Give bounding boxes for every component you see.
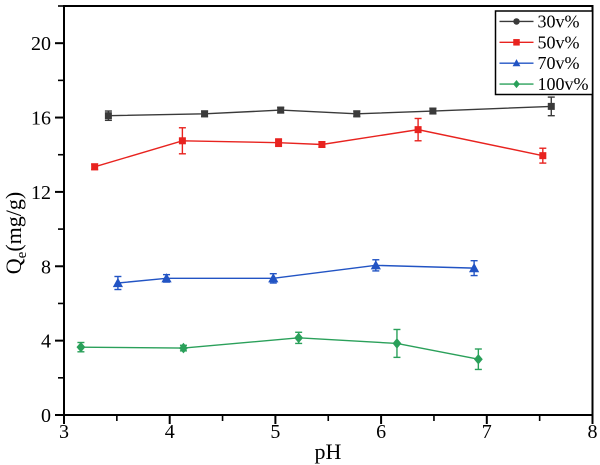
- data-point-marker: [429, 107, 437, 115]
- y-axis-label: Qe(mg/g): [1, 192, 30, 274]
- y-axis-label-rest: (mg/g): [1, 192, 26, 252]
- data-point-marker: [268, 273, 279, 283]
- data-point-marker: [318, 141, 326, 149]
- series-line: [117, 264, 475, 284]
- y-axis-label-sub: e: [14, 251, 30, 258]
- data-point-marker: [76, 341, 86, 353]
- x-tick-label: 5: [270, 421, 280, 443]
- data-point-marker: [469, 262, 480, 273]
- series-100v: [76, 328, 483, 371]
- data-point-marker: [91, 163, 99, 171]
- data-point-marker: [370, 260, 381, 270]
- series-50v: [91, 117, 547, 171]
- plot-border: [63, 5, 594, 416]
- data-point-marker: [104, 112, 112, 120]
- series-30v: [104, 96, 555, 122]
- y-tick-label: 12: [31, 182, 51, 204]
- y-axis-label-base: Q: [1, 258, 26, 274]
- x-tick-label: 6: [376, 421, 386, 443]
- legend-item: 100v%: [499, 74, 589, 94]
- x-tick-label: 8: [588, 421, 598, 443]
- data-point-marker: [547, 102, 555, 110]
- legend-item-label: 30v%: [538, 11, 580, 31]
- x-tick-label: 3: [59, 421, 69, 443]
- data-point-marker: [512, 59, 521, 67]
- x-axis-label: pH: [315, 439, 342, 464]
- y-tick-label: 16: [31, 108, 51, 130]
- legend-item: 70v%: [499, 53, 580, 73]
- legend-box: [494, 10, 594, 96]
- data-point-marker: [513, 39, 520, 46]
- y-tick-label: 0: [41, 405, 51, 427]
- data-point-marker: [275, 139, 283, 147]
- data-point-marker: [294, 332, 304, 344]
- legend-item-label: 70v%: [538, 53, 580, 73]
- legend: 30v%50v%70v%100v%: [494, 10, 594, 96]
- legend-item-label: 100v%: [538, 74, 589, 94]
- series-line: [80, 337, 479, 360]
- data-point-marker: [161, 273, 172, 283]
- series-70v: [112, 259, 480, 291]
- y-tick-label: 20: [31, 33, 51, 55]
- data-point-marker: [178, 137, 186, 145]
- legend-item: 30v%: [499, 11, 580, 31]
- legend-item: 50v%: [499, 32, 580, 52]
- y-tick-label: 4: [41, 331, 51, 353]
- data-point-marker: [473, 353, 483, 365]
- data-point-marker: [539, 152, 547, 160]
- data-point-marker: [513, 18, 520, 25]
- x-tick-label: 4: [165, 421, 175, 443]
- data-point-marker: [179, 342, 188, 354]
- data-point-marker: [277, 106, 285, 114]
- data-point-marker: [414, 126, 422, 134]
- data-point-marker: [513, 80, 520, 89]
- data-point-marker: [201, 110, 209, 118]
- x-tick-label: 7: [482, 421, 492, 443]
- data-point-marker: [353, 110, 361, 118]
- data-point-marker: [392, 338, 402, 349]
- series-line: [108, 105, 552, 117]
- y-tick-label: 8: [41, 256, 51, 278]
- legend-item-label: 50v%: [538, 32, 580, 52]
- data-point-marker: [112, 277, 124, 288]
- series-line: [94, 128, 543, 168]
